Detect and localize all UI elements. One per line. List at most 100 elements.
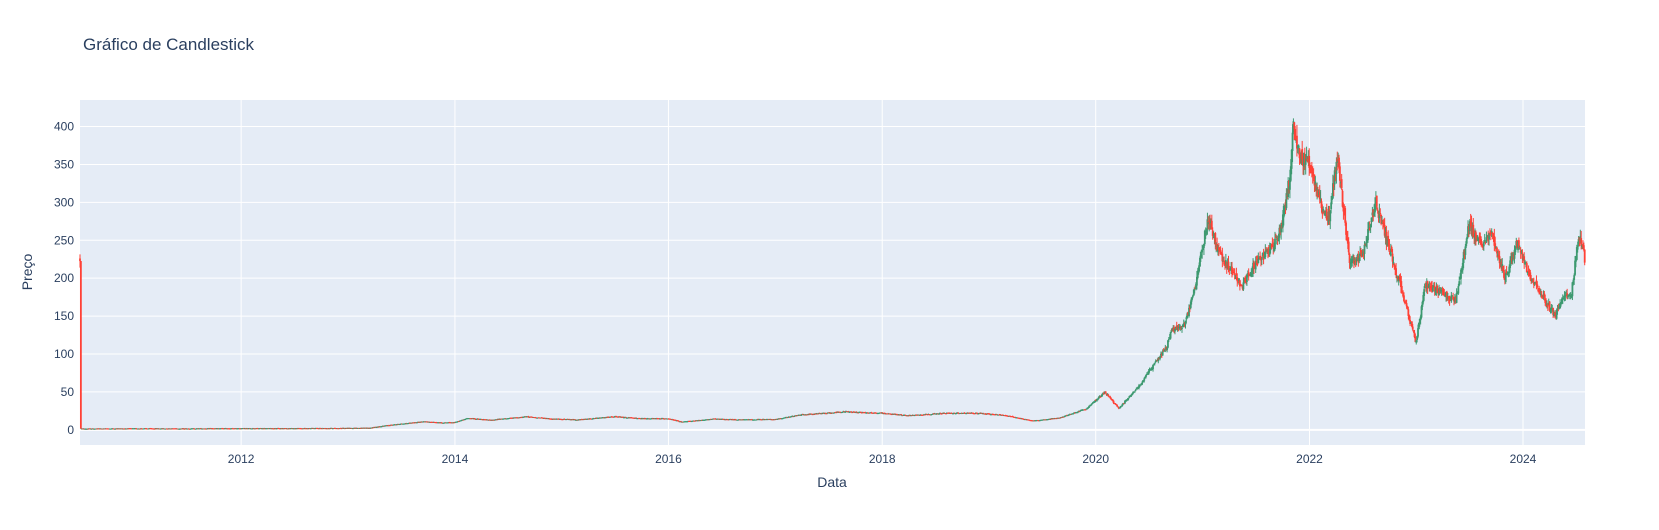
candle-body-up xyxy=(1280,223,1283,233)
candle-body-up xyxy=(1485,237,1488,243)
candle-body-up xyxy=(1273,246,1276,252)
candle-body-up xyxy=(1278,227,1281,238)
candle-body-down xyxy=(1311,172,1314,177)
candle-body-up xyxy=(1153,362,1156,364)
candle-body-up xyxy=(1088,406,1090,408)
candle-body-down xyxy=(1394,265,1397,270)
y-axis-ticks: 0 50 100 150 200 250 300 350 400 xyxy=(54,120,74,437)
candle-body-up xyxy=(1574,260,1576,275)
candle-body-up xyxy=(1072,413,1075,415)
grid-layer xyxy=(80,100,1585,445)
candle-body-down xyxy=(1078,411,1081,413)
candle-body-down xyxy=(1217,247,1220,250)
candle-body-up xyxy=(1121,404,1124,407)
candle-body-down xyxy=(79,261,82,429)
chart-title: Gráfico de Candlestick xyxy=(83,35,255,54)
y-tick-label: 150 xyxy=(54,309,74,323)
candle-body-up xyxy=(1560,298,1563,304)
candle-body-down xyxy=(1207,221,1210,223)
candle-body-down xyxy=(1409,319,1412,324)
candle-body-up xyxy=(1138,385,1141,387)
candle-body-down xyxy=(1452,296,1455,300)
candle-body-down xyxy=(1546,303,1549,307)
candle-body-up xyxy=(1466,236,1469,240)
candle-body-up xyxy=(1184,320,1187,325)
candle-body-up xyxy=(1417,328,1419,337)
candle-body-up xyxy=(1506,272,1509,276)
candle-body-up xyxy=(1137,387,1140,389)
candle-body-up xyxy=(1564,295,1567,297)
candle-body-up xyxy=(1330,202,1333,209)
candle-body-up xyxy=(1174,329,1176,332)
y-tick-label: 200 xyxy=(54,271,74,285)
candle-body-up xyxy=(1457,286,1460,294)
candle-body-up xyxy=(1526,272,1529,274)
candle-body-down xyxy=(825,413,828,415)
candle-body-up xyxy=(1234,275,1237,277)
candle-body-up xyxy=(1159,356,1161,359)
candle-body-down xyxy=(1308,155,1311,168)
candle-body-up xyxy=(1238,278,1240,281)
candle-body-down xyxy=(1298,148,1301,159)
candle-body-down xyxy=(940,413,943,415)
candle-body-down xyxy=(1405,303,1408,307)
candle-body-up xyxy=(1297,145,1300,149)
candle-body-up xyxy=(1504,272,1507,282)
y-tick-label: 250 xyxy=(54,233,74,247)
candle-body-down xyxy=(988,413,991,415)
candle-body-up xyxy=(1349,263,1352,265)
candle-body-down xyxy=(1211,230,1214,236)
candle-body-down xyxy=(813,413,816,415)
candle-body-up xyxy=(1203,243,1205,248)
candle-body-up xyxy=(1468,221,1471,232)
candle-body-up xyxy=(1319,198,1322,200)
candle-body-up xyxy=(1190,297,1193,302)
candle-body-up xyxy=(1181,327,1183,329)
candle-body-up xyxy=(1254,261,1257,270)
candle-body-up xyxy=(1127,397,1130,400)
candle-body-up xyxy=(1422,295,1425,303)
candle-body-up xyxy=(1432,287,1434,292)
candle-body-up xyxy=(1513,249,1516,259)
candle-body-up xyxy=(1550,307,1553,310)
candle-body-up xyxy=(1556,308,1559,311)
y-tick-label: 350 xyxy=(54,157,74,171)
candle-body-down xyxy=(1519,250,1522,253)
candle-body-down xyxy=(1566,293,1569,299)
candle-body-up xyxy=(1370,217,1373,223)
candle-body-down xyxy=(1104,391,1107,394)
candle-body-down xyxy=(1525,263,1528,273)
candle-body-up xyxy=(1363,244,1366,254)
candle-body-down xyxy=(662,418,665,420)
candle-body-up xyxy=(1192,294,1195,296)
candle-body-up xyxy=(1490,231,1493,233)
candle-body-up xyxy=(1139,384,1142,386)
candle-body-up xyxy=(1488,233,1490,240)
x-tick-label: 2016 xyxy=(655,452,682,466)
candle-body-down xyxy=(1105,393,1108,395)
candle-body-down xyxy=(1306,157,1309,162)
candle-body-up xyxy=(1133,391,1136,393)
candle-body-up xyxy=(1289,177,1291,190)
x-tick-label: 2020 xyxy=(1082,452,1109,466)
candle-body-down xyxy=(1354,260,1357,263)
candle-body-up xyxy=(1486,235,1489,237)
candle-body-down xyxy=(1227,261,1230,270)
candle-body-up xyxy=(1152,364,1154,370)
candle-body-up xyxy=(1096,399,1099,401)
candle-body-down xyxy=(1376,209,1379,211)
candle-body-up xyxy=(1148,369,1151,371)
candle-body-down xyxy=(1210,220,1213,230)
candle-body-down xyxy=(1332,183,1335,188)
candle-body-down xyxy=(1442,289,1445,294)
candle-body-down xyxy=(1336,158,1339,162)
candle-body-down xyxy=(1402,292,1404,297)
candle-body-down xyxy=(1109,396,1111,398)
candle-body-down xyxy=(1310,166,1313,173)
candle-body-up xyxy=(1260,258,1263,260)
candle-body-down xyxy=(1498,256,1501,264)
candle-body-up xyxy=(977,413,980,415)
candle-body-down xyxy=(1117,406,1119,408)
candle-body-up xyxy=(1179,327,1182,329)
